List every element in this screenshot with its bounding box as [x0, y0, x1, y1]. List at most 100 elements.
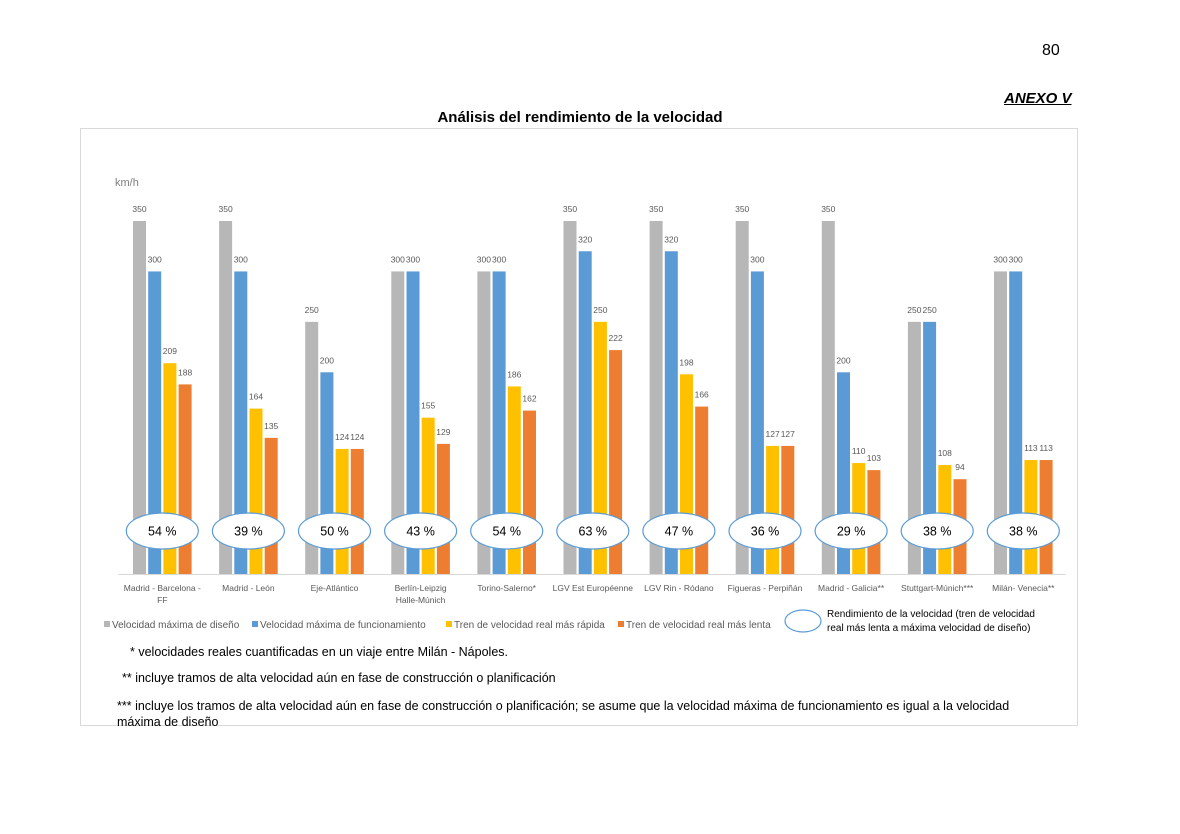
data-label-3-series-3: 124: [335, 432, 349, 442]
data-label-4-series-3: 155: [421, 401, 435, 411]
data-label-7-series-3: 198: [679, 357, 693, 367]
performance-ellipse-1: [125, 512, 199, 550]
data-label-5-series-4: 162: [522, 394, 536, 404]
performance-label-6: 63 %: [579, 525, 608, 539]
data-label-8-series-3: 127: [766, 429, 780, 439]
chart-frame: [80, 128, 1078, 726]
bar-11-series-1: [994, 271, 1007, 574]
data-label-11-series-1: 300: [993, 254, 1007, 264]
data-label-10-series-1: 250: [907, 305, 921, 315]
bar-8-series-1: [735, 221, 749, 574]
data-label-4-series-1: 300: [391, 254, 405, 264]
legend-label-4: Tren de velocidad real más lenta: [626, 620, 771, 631]
data-label-7-series-2: 320: [664, 234, 678, 244]
legend-label-1: Velocidad máxima de diseño: [112, 620, 240, 631]
data-label-2-series-1: 350: [219, 204, 233, 214]
page-number: 80: [1042, 42, 1060, 59]
bar-4-series-1: [391, 271, 405, 574]
legend-performance-label: Rendimiento de la velocidad (tren de vel…: [827, 609, 1035, 620]
data-label-5-series-1: 300: [477, 254, 491, 264]
performance-label-4: 43 %: [406, 525, 435, 539]
performance-ellipse-10: [900, 512, 974, 550]
data-label-2-series-3: 164: [249, 392, 263, 402]
performance-ellipse-11: [986, 512, 1060, 550]
data-label-11-series-4: 113: [1039, 443, 1053, 453]
data-label-9-series-1: 350: [821, 204, 835, 214]
data-label-5-series-3: 186: [507, 369, 521, 379]
data-label-8-series-1: 350: [735, 204, 749, 214]
data-label-4-series-4: 129: [436, 427, 450, 437]
category-label-4-line-2: Halle-Múnich: [396, 595, 446, 605]
data-label-4-series-2: 300: [406, 254, 420, 264]
bar-7-series-4: [695, 406, 709, 574]
performance-label-2: 39 %: [234, 525, 263, 539]
category-label-5: Torino-Salerno*: [477, 583, 536, 593]
performance-label-1: 54 %: [148, 525, 177, 539]
bar-2-series-2: [234, 271, 248, 574]
category-label-2: Madrid - León: [222, 583, 275, 593]
bar-5-series-1: [477, 271, 491, 574]
category-label-3: Eje-Atlántico: [311, 583, 359, 593]
data-label-11-series-2: 300: [1009, 254, 1023, 264]
data-label-1-series-4: 188: [178, 367, 192, 377]
category-label-9: Madrid - Galicia**: [818, 583, 885, 593]
category-label-10: Stuttgart-Múnich***: [901, 583, 974, 593]
bar-6-series-3: [593, 321, 607, 574]
legend-label-2: Velocidad máxima de funcionamiento: [260, 620, 426, 631]
data-label-1-series-2: 300: [148, 254, 162, 264]
bar-4-series-4: [436, 443, 450, 574]
data-label-9-series-2: 200: [836, 355, 850, 365]
legend-performance-label-line-2: real más lenta a máxima velocidad de dis…: [827, 623, 1030, 634]
performance-ellipse-9: [814, 512, 888, 550]
footnote-3: *** incluye los tramos de alta velocidad…: [117, 699, 1010, 729]
data-label-9-series-4: 103: [867, 453, 881, 463]
data-label-10-series-3: 108: [938, 448, 952, 458]
data-label-3-series-4: 124: [350, 432, 364, 442]
performance-ellipse-6: [556, 512, 630, 550]
data-label-2-series-4: 135: [264, 421, 278, 431]
data-label-7-series-1: 350: [649, 204, 663, 214]
bar-1-series-1: [133, 221, 146, 574]
category-label-1-line-2: FF: [157, 595, 167, 605]
bar-1-series-2: [148, 271, 162, 574]
bar-5-series-2: [492, 271, 506, 574]
data-label-3-series-1: 250: [305, 305, 319, 315]
data-label-8-series-2: 300: [750, 254, 764, 264]
chart-title: Análisis del rendimiento de la velocidad: [437, 109, 723, 126]
data-label-6-series-4: 222: [609, 333, 623, 343]
bar-5-series-4: [523, 410, 536, 574]
data-label-1-series-1: 350: [132, 204, 146, 214]
performance-label-7: 47 %: [665, 525, 694, 539]
legend-swatch-3: [446, 621, 452, 627]
bar-2-series-1: [219, 221, 233, 574]
performance-label-11: 38 %: [1009, 525, 1038, 539]
bar-9-series-1: [821, 221, 835, 574]
bar-4-series-3: [421, 417, 435, 574]
bar-6-series-2: [578, 251, 592, 574]
performance-ellipse-2: [211, 512, 285, 550]
bar-6-series-1: [563, 221, 577, 574]
performance-ellipse-7: [642, 512, 716, 550]
bar-10-series-2: [923, 321, 937, 574]
data-label-5-series-2: 300: [492, 254, 506, 264]
performance-ellipse-4: [384, 512, 458, 550]
category-label-7: LGV Rin - Ródano: [644, 583, 714, 593]
legend-label-3: Tren de velocidad real más rápida: [454, 620, 605, 631]
bar-3-series-1: [305, 321, 319, 574]
performance-ellipse-8: [728, 512, 802, 550]
performance-label-10: 38 %: [923, 525, 952, 539]
bar-2-series-4: [264, 437, 278, 574]
legend-swatch-4: [618, 621, 624, 627]
footnote-2: ** incluye tramos de alta velocidad aún …: [122, 671, 556, 685]
bar-8-series-3: [766, 445, 780, 574]
bar-8-series-2: [750, 271, 764, 574]
category-label-4: Berlín-Leipzig: [395, 583, 447, 593]
performance-label-3: 50 %: [320, 525, 349, 539]
bar-10-series-1: [907, 321, 921, 574]
data-label-2-series-2: 300: [234, 254, 248, 264]
category-label-6: LGV Est Européenne: [553, 583, 634, 593]
data-label-8-series-4: 127: [781, 429, 795, 439]
data-label-11-series-3: 113: [1024, 443, 1038, 453]
data-label-1-series-3: 209: [163, 346, 177, 356]
